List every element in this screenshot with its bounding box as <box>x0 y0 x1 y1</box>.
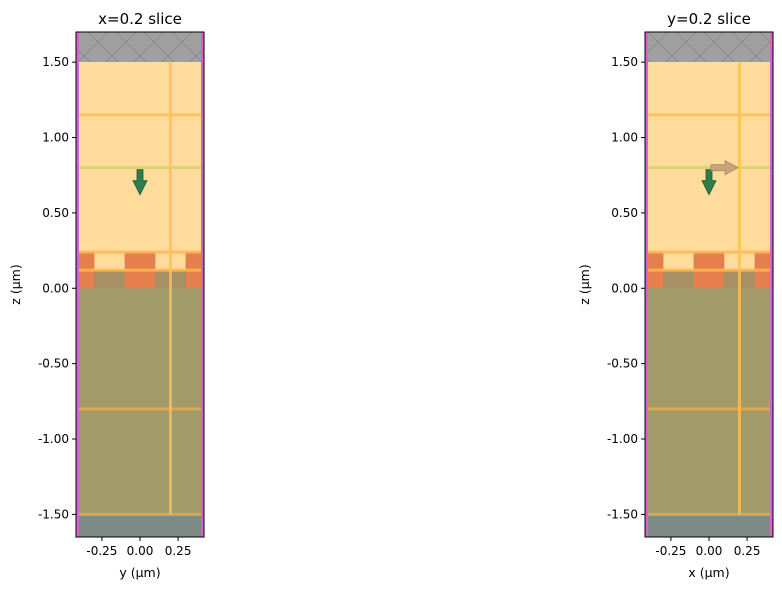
region-pml-bottom <box>645 514 773 537</box>
region-superstrate <box>76 62 204 253</box>
boundary-left <box>645 32 648 537</box>
region-superstrate <box>645 62 773 253</box>
y-tick-label: -1.50 <box>38 507 69 521</box>
y-tick-label: -1.50 <box>607 507 638 521</box>
x-tick-label: 0.25 <box>165 544 192 558</box>
y-tick-label: 1.50 <box>611 55 638 69</box>
panel-y-slice: 1.50 1.00 0.50 0.00 -0.50 -1.00 -1.50 -0.25 0.00… <box>577 10 774 580</box>
x-tick-label: 0.00 <box>696 544 723 558</box>
source-arrow-down-icon <box>701 169 717 196</box>
y-tick-label: 1.00 <box>42 131 69 145</box>
y-tick-label: -1.00 <box>38 432 69 446</box>
panel-x-slice: 1.50 1.00 0.50 0.00 -0.50 -1.00 -1.50 -0.25 0.00… <box>8 10 205 580</box>
x-tick-label: -0.25 <box>655 544 686 558</box>
y-tick-label: -1.00 <box>607 432 638 446</box>
panel-title: x=0.2 slice <box>98 10 182 28</box>
region-pml-top-hatch <box>76 32 204 63</box>
region-pml-top-hatch <box>645 32 773 63</box>
panel-title: y=0.2 slice <box>667 10 751 28</box>
grating-gap-upper-left <box>663 252 694 271</box>
y-tick-label: 0.00 <box>42 281 69 295</box>
y-tick-label: 0.00 <box>611 281 638 295</box>
boundary-right <box>770 32 773 537</box>
grating-gap-upper-left <box>94 252 125 271</box>
y-tick-label: -0.50 <box>38 357 69 371</box>
x-tick-label: 0.00 <box>127 544 154 558</box>
boundary-right <box>201 32 204 537</box>
y-axis-label: z (μm) <box>8 264 23 304</box>
x-tick-label: 0.25 <box>734 544 761 558</box>
y-axis-label: z (μm) <box>577 264 592 304</box>
source-arrow-down-icon <box>132 169 148 196</box>
source-arrow-right-icon <box>710 160 739 176</box>
y-tick-label: 1.50 <box>42 55 69 69</box>
region-pml-bottom <box>76 514 204 537</box>
region-substrate-lower <box>76 288 204 515</box>
boundary-left <box>76 32 79 537</box>
x-axis-label: x (μm) <box>688 565 729 580</box>
y-tick-label: 0.50 <box>611 206 638 220</box>
y-tick-label: 1.00 <box>611 131 638 145</box>
region-substrate-lower <box>645 288 773 515</box>
x-axis-label: y (μm) <box>119 565 160 580</box>
y-tick-label: -0.50 <box>607 357 638 371</box>
y-tick-label: 0.50 <box>42 206 69 220</box>
x-tick-label: -0.25 <box>86 544 117 558</box>
